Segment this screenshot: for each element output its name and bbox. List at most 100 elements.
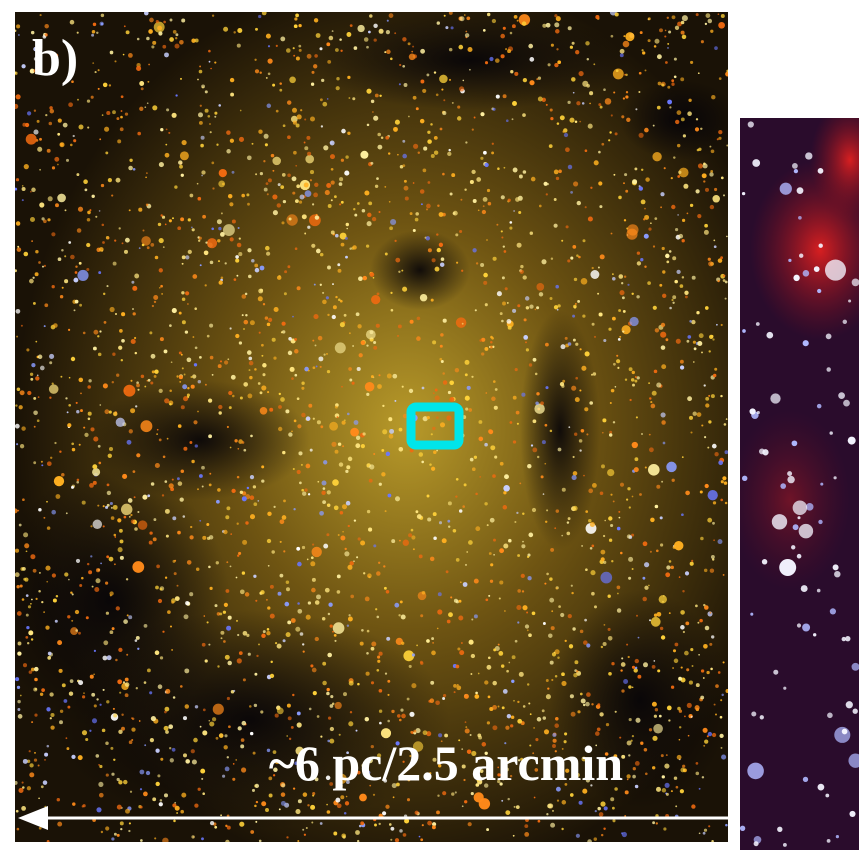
star — [41, 464, 43, 466]
star — [140, 806, 143, 809]
star — [554, 527, 556, 529]
star — [124, 25, 126, 27]
star — [349, 332, 351, 334]
star — [571, 77, 576, 82]
star — [179, 165, 183, 169]
star — [20, 695, 22, 697]
star — [80, 409, 83, 412]
star — [615, 12, 619, 16]
star — [474, 456, 477, 459]
star — [295, 627, 300, 632]
star — [437, 795, 439, 797]
star — [544, 729, 549, 734]
star — [317, 481, 319, 483]
star — [654, 370, 658, 374]
star — [718, 22, 725, 29]
star — [111, 773, 114, 776]
star — [701, 351, 703, 353]
star — [653, 724, 663, 734]
star — [484, 443, 488, 447]
star — [247, 203, 250, 206]
star — [409, 665, 412, 668]
star — [260, 289, 263, 292]
star — [59, 142, 64, 147]
star — [239, 137, 244, 142]
star — [267, 104, 272, 109]
star — [93, 23, 96, 26]
star — [171, 601, 174, 604]
star — [263, 303, 265, 305]
star — [126, 578, 128, 580]
star — [76, 481, 79, 484]
star — [470, 673, 472, 675]
star — [608, 672, 612, 676]
star — [603, 827, 605, 829]
star — [675, 26, 679, 30]
star — [490, 518, 495, 523]
star — [26, 594, 29, 597]
star — [241, 767, 246, 772]
star — [573, 471, 578, 476]
star — [397, 335, 399, 337]
star — [625, 790, 629, 794]
star — [35, 376, 39, 380]
star — [162, 45, 166, 49]
star — [397, 154, 399, 156]
star — [469, 640, 474, 645]
star — [671, 79, 674, 82]
star — [474, 792, 484, 802]
star — [465, 31, 467, 33]
star — [608, 328, 611, 331]
star — [690, 562, 694, 566]
star — [294, 420, 297, 423]
star — [138, 208, 142, 212]
star — [654, 217, 657, 220]
star — [689, 416, 693, 420]
star — [479, 437, 484, 442]
star — [595, 15, 599, 19]
star — [240, 491, 243, 494]
star — [233, 690, 235, 692]
star — [662, 788, 667, 793]
star — [261, 479, 264, 482]
star — [718, 13, 720, 15]
star — [643, 218, 645, 220]
star — [632, 735, 634, 737]
star — [550, 661, 554, 665]
star — [84, 433, 88, 437]
star — [156, 565, 160, 569]
star — [330, 154, 335, 159]
star — [312, 547, 322, 557]
star — [633, 767, 636, 770]
star — [182, 298, 186, 302]
star — [399, 447, 404, 452]
star — [73, 139, 76, 142]
star — [120, 556, 124, 560]
star — [46, 707, 50, 711]
star — [431, 651, 436, 656]
star — [656, 383, 661, 388]
star — [115, 659, 118, 662]
star — [82, 805, 84, 807]
star — [57, 798, 60, 801]
star — [369, 464, 374, 469]
star — [623, 679, 628, 684]
star — [49, 361, 52, 364]
star — [197, 411, 199, 413]
star — [677, 175, 680, 178]
star — [700, 696, 704, 700]
star — [87, 99, 90, 102]
star — [17, 700, 20, 703]
star — [422, 387, 425, 390]
star — [642, 51, 645, 54]
star — [515, 640, 518, 643]
star — [529, 80, 534, 85]
star — [675, 120, 679, 124]
star — [589, 401, 593, 405]
star — [110, 747, 113, 750]
star — [554, 224, 558, 228]
star — [803, 340, 809, 346]
star — [360, 151, 368, 159]
star — [323, 145, 328, 150]
star — [632, 371, 635, 374]
